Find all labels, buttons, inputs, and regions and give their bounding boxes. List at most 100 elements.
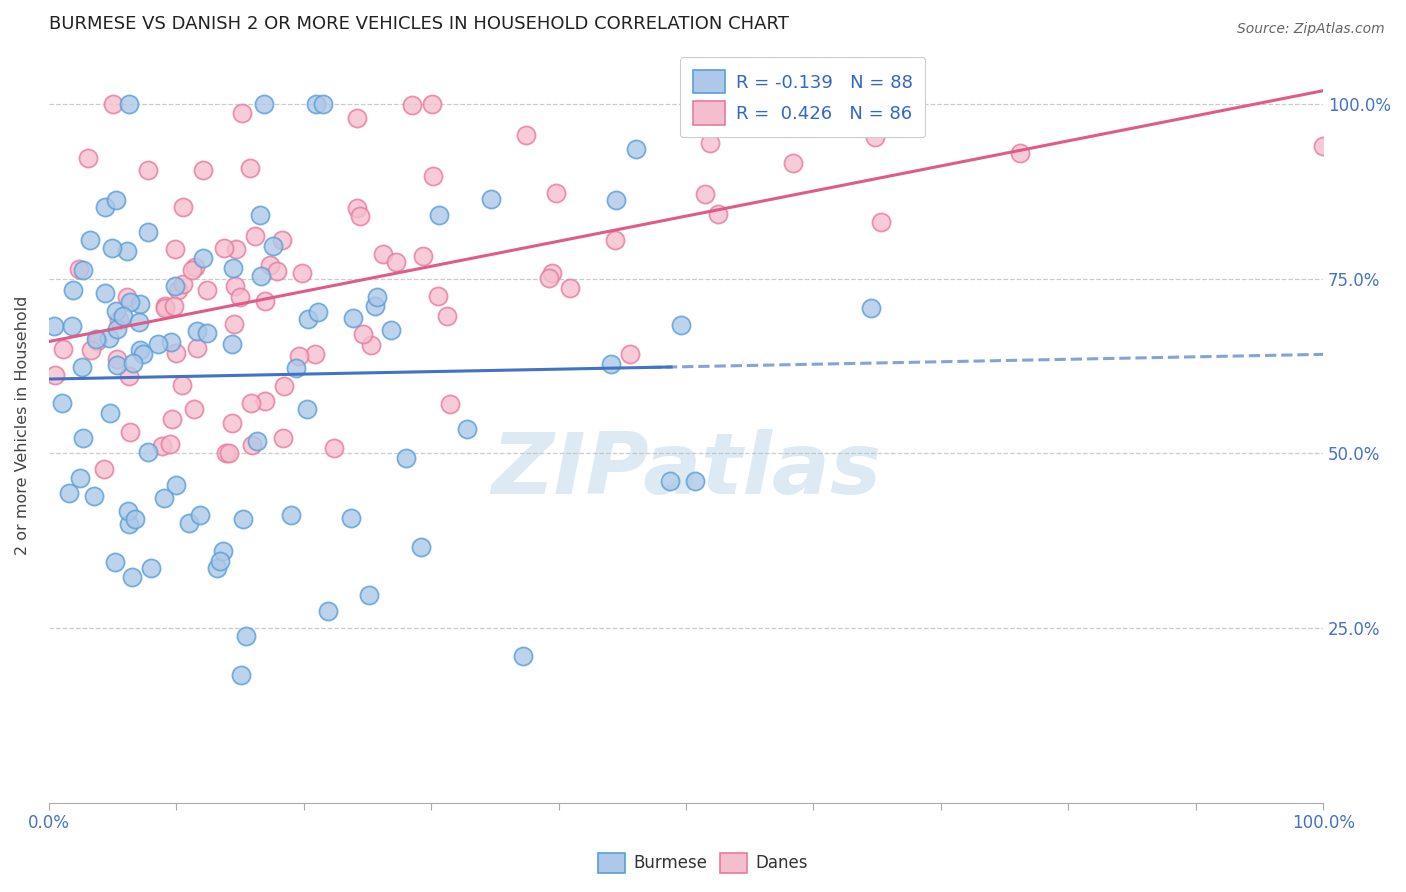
Point [297,312,319,326]
Point [105,351,128,366]
Point [97,331,120,345]
Point [94,200,117,214]
Point [215,446,238,460]
Point [420,97,443,112]
Point [93,462,115,476]
Point [150,439,173,453]
Point [312,97,335,112]
Point [512,649,534,664]
Point [1312,138,1334,153]
Point [259,258,281,272]
Point [86,334,108,349]
Point [603,233,626,247]
Point [159,437,181,451]
Point [707,207,730,221]
Point [371,246,394,260]
Point [515,128,537,142]
Point [366,291,388,305]
Point [288,349,311,363]
Point [117,504,139,518]
Point [224,278,246,293]
Point [104,555,127,569]
Point [699,136,721,151]
Point [385,255,408,269]
Point [859,301,882,315]
Point [669,318,692,333]
Point [222,261,245,276]
Point [136,162,159,177]
Point [304,347,326,361]
Point [108,313,131,327]
Text: Source: ZipAtlas.com: Source: ZipAtlas.com [1237,22,1385,37]
Point [70,360,93,375]
Point [249,208,271,222]
Point [69,471,91,485]
Point [253,97,276,112]
Point [186,324,208,338]
Point [439,397,461,411]
Point [271,233,294,247]
Point [411,540,433,554]
Point [62,319,84,334]
Point [541,266,564,280]
Point [323,441,346,455]
Point [605,193,627,207]
Point [118,294,141,309]
Point [231,106,253,120]
Point [395,451,418,466]
Point [412,249,434,263]
Point [246,434,269,448]
Point [152,491,174,505]
Point [138,225,160,239]
Point [153,301,176,315]
Point [683,474,706,488]
Point [456,422,478,436]
Point [160,412,183,426]
Point [121,570,143,584]
Point [62,283,84,297]
Point [863,130,886,145]
Point [212,543,235,558]
Point [104,194,127,208]
Point [273,379,295,393]
Point [436,309,458,323]
Point [132,346,155,360]
Point [208,554,231,568]
Point [773,113,796,128]
Point [67,262,90,277]
Point [693,186,716,201]
Point [191,162,214,177]
Point [186,341,208,355]
Point [120,425,142,439]
Point [117,244,139,258]
Point [42,319,65,334]
Point [139,561,162,575]
Point [98,407,121,421]
Point [181,263,204,277]
Point [352,327,374,342]
Point [240,438,263,452]
Point [105,303,128,318]
Point [72,263,94,277]
Point [262,239,284,253]
Point [280,508,302,523]
Point [254,294,277,309]
Point [359,588,381,602]
Point [240,396,263,410]
Point [626,142,648,156]
Point [165,346,187,360]
Point [870,215,893,229]
Point [235,629,257,643]
Point [167,283,190,297]
Point [205,561,228,575]
Point [266,264,288,278]
Point [239,161,262,175]
Point [346,111,368,125]
Point [165,478,187,492]
Point [291,266,314,280]
Point [101,97,124,112]
Point [51,396,73,410]
Point [229,667,252,681]
Point [79,343,101,358]
Point [284,361,307,376]
